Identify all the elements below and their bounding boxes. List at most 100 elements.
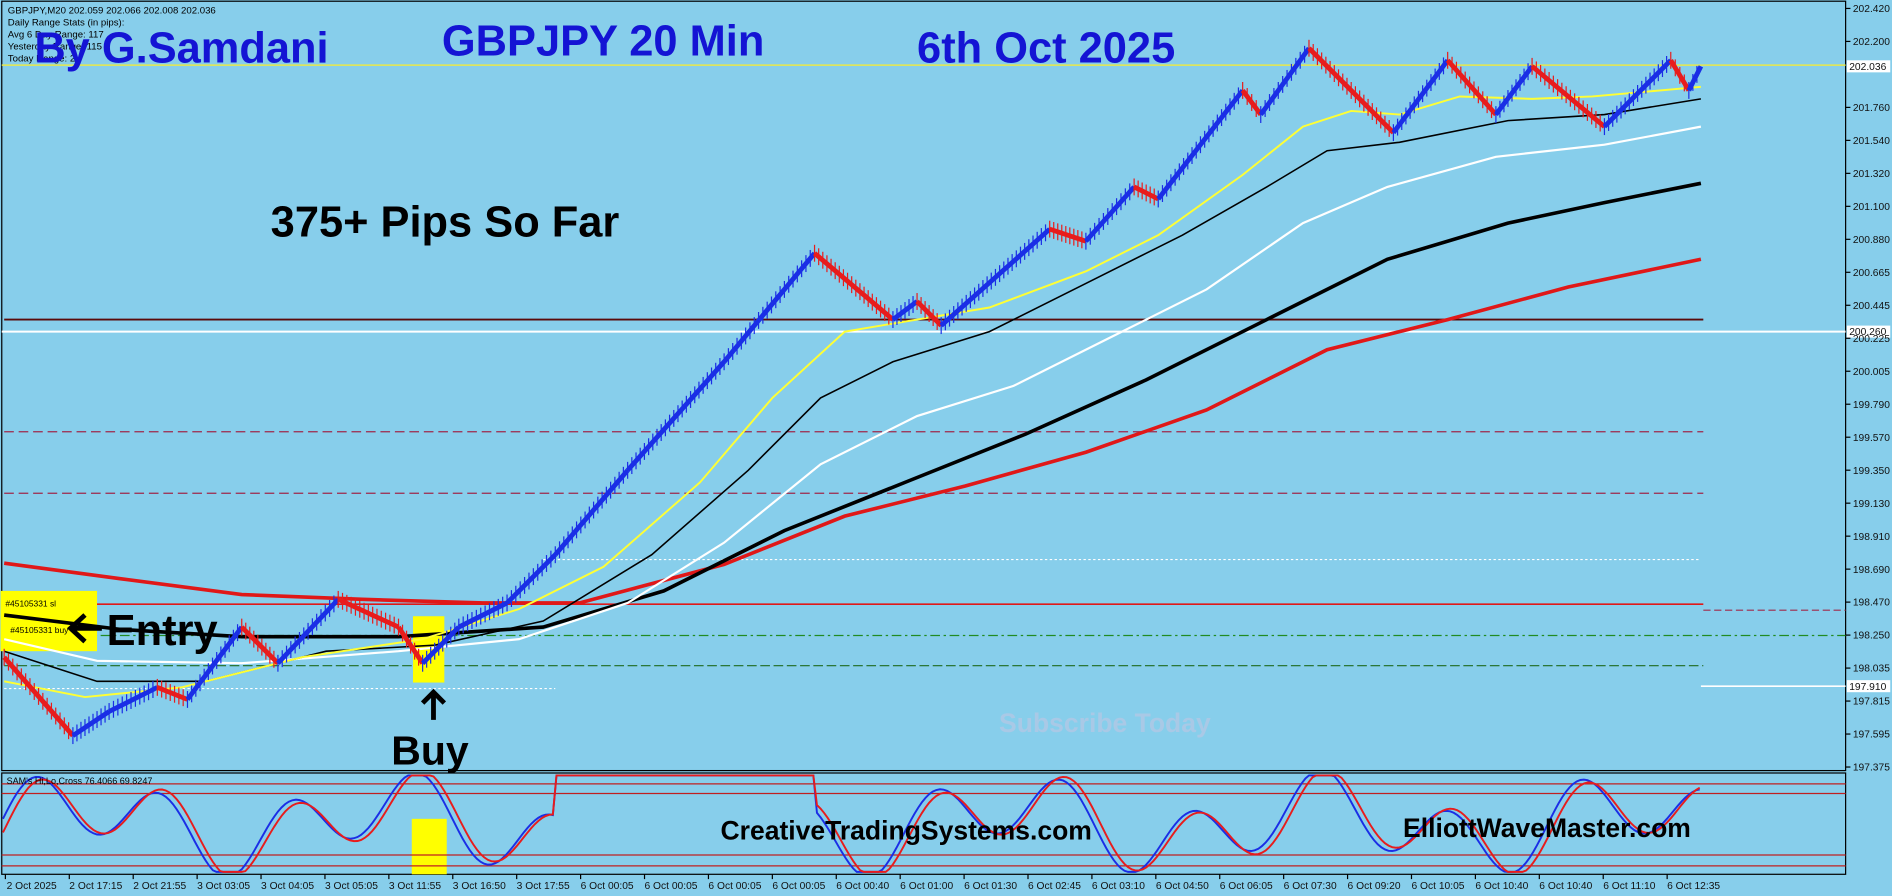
date: 6th Oct 2025 [917, 25, 1175, 73]
price-leg [625, 360, 726, 472]
subscribe: Subscribe Today [999, 708, 1211, 738]
oscillator-line [2, 774, 1700, 873]
stats-line: Today Range: 2 [8, 54, 75, 65]
price-label: 199.350 [1853, 466, 1890, 477]
price-leg [1530, 64, 1606, 129]
time-label: 6 Oct 02:45 [1028, 881, 1081, 892]
price-label: 199.130 [1853, 499, 1890, 510]
indicator-highlight [411, 818, 447, 875]
time-label: 6 Oct 11:10 [1603, 881, 1656, 892]
level-price: 200.260 [1849, 327, 1886, 338]
time-label: 6 Oct 03:10 [1092, 881, 1145, 892]
price-label: 202.200 [1853, 37, 1890, 48]
price-leg [1686, 65, 1704, 92]
indicator-label: SAM's Hi,Lo,Cross 76.4066 69.8247 [7, 776, 153, 786]
indicator-frame [1, 772, 1847, 875]
price-leg [505, 553, 557, 605]
time-label: 3 Oct 05:05 [325, 881, 378, 892]
time-label: 6 Oct 01:00 [900, 881, 953, 892]
time-label: 2 Oct 2025 [7, 881, 57, 892]
level-price: 197.910 [1849, 682, 1886, 693]
price-label: 198.035 [1853, 664, 1890, 675]
oscillator [1, 774, 1846, 873]
price-leg [71, 709, 111, 738]
author: By G.Samdani [34, 25, 328, 73]
price-leg [1084, 185, 1136, 243]
price-bars [2, 39, 1704, 745]
price-leg [722, 251, 817, 364]
axes: 202.420 202.200 201.760 201.540 201.320 201.1… [4, 4, 1890, 892]
price-label: 197.815 [1853, 697, 1890, 708]
price-label: 199.790 [1853, 400, 1890, 411]
moving-average [3, 257, 1702, 605]
price-leg [1258, 46, 1311, 116]
price-leg [553, 468, 630, 557]
time-label: 6 Oct 00:05 [581, 881, 634, 892]
buy-label: Buy [391, 728, 469, 774]
buy-arrow [420, 688, 447, 720]
price-leg [1445, 58, 1498, 117]
price-leg [812, 251, 895, 322]
stats-line: Daily Range Stats (in pips): [8, 17, 125, 28]
price-leg [240, 625, 280, 665]
time-label: 2 Oct 21:55 [133, 881, 186, 892]
pips-note: 375+ Pips So Far [271, 198, 620, 246]
time-label: 3 Oct 16:50 [453, 881, 506, 892]
price-label: 198.910 [1853, 532, 1890, 543]
time-label: 3 Oct 17:55 [517, 881, 570, 892]
main-frame [1, 0, 1847, 772]
level-box [1846, 325, 1891, 338]
moving-average [3, 98, 1702, 683]
level-box [1846, 680, 1891, 693]
price-label: 200.445 [1853, 301, 1890, 312]
price-label: 201.540 [1853, 136, 1890, 147]
time-label: 6 Oct 00:05 [645, 881, 698, 892]
time-label: 3 Oct 11:55 [389, 881, 442, 892]
current-price: 202.036 [1849, 62, 1886, 73]
price-label: 201.760 [1853, 103, 1890, 114]
time-label: 3 Oct 03:05 [197, 881, 250, 892]
time-label: 6 Oct 10:40 [1539, 881, 1592, 892]
price-leg [1048, 226, 1087, 244]
time-label: 3 Oct 04:05 [261, 881, 314, 892]
price-label: 200.225 [1853, 334, 1890, 345]
price-label: 198.250 [1853, 631, 1890, 642]
time-label: 6 Oct 10:40 [1475, 881, 1528, 892]
price-leg [108, 685, 159, 714]
price-label: 197.375 [1853, 763, 1890, 774]
oscillator-line [2, 774, 1701, 873]
site-right: ElliottWaveMaster.com [1403, 813, 1691, 843]
price-label: 201.320 [1853, 169, 1890, 180]
current-price-box [1846, 60, 1891, 73]
price-label: 200.005 [1853, 367, 1890, 378]
entry-label: Entry [107, 607, 218, 655]
time-label: 6 Oct 06:05 [1220, 881, 1273, 892]
site-left: CreativeTradingSystems.com [720, 815, 1091, 845]
price-leg [1391, 58, 1450, 135]
price-label: 202.420 [1853, 4, 1890, 15]
order-label: #45105331 buy [10, 625, 69, 635]
price-leg [156, 685, 189, 702]
price-leg [1493, 64, 1535, 117]
price-leg [185, 625, 244, 701]
time-label: 6 Oct 10:05 [1411, 881, 1464, 892]
moving-averages [3, 85, 1702, 698]
time-label: 6 Oct 07:30 [1284, 881, 1337, 892]
time-label: 6 Oct 12:35 [1667, 881, 1720, 892]
time-label: 6 Oct 09:20 [1348, 881, 1401, 892]
price-label: 200.880 [1853, 235, 1890, 246]
time-label: 6 Oct 00:05 [772, 881, 825, 892]
entry-arrow [66, 613, 102, 644]
moving-average [3, 125, 1702, 665]
moving-average [3, 181, 1702, 639]
time-label: 2 Oct 17:15 [69, 881, 122, 892]
stats-line: Yesterday Range: 115 [8, 41, 102, 52]
price-label: 200.665 [1853, 268, 1890, 279]
time-label: 6 Oct 01:30 [964, 881, 1017, 892]
price-label: 198.470 [1853, 598, 1890, 609]
time-label: 6 Oct 00:40 [836, 881, 889, 892]
price-label: 201.100 [1853, 202, 1890, 213]
